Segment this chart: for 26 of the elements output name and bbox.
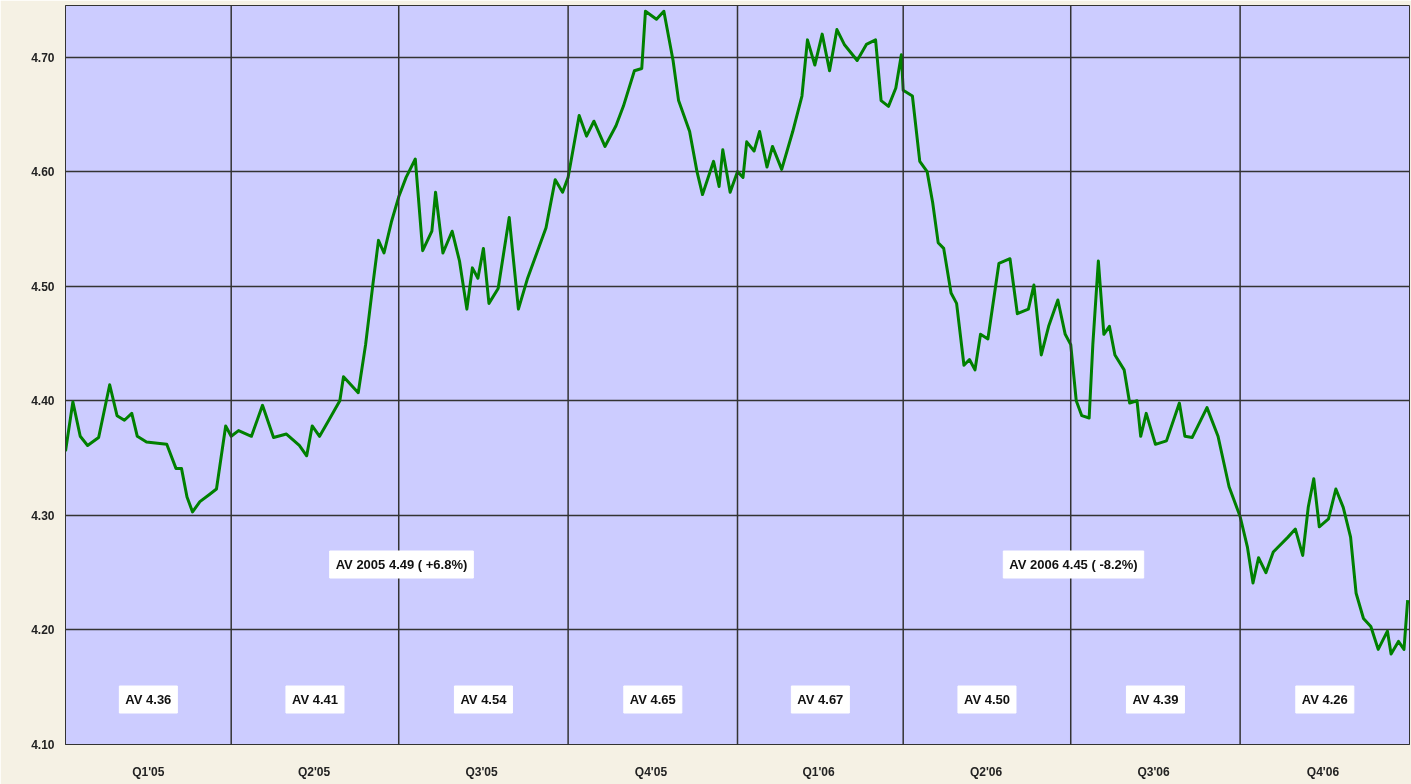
y-tick-label: 4.20 [31,623,55,638]
x-tick-label: Q3'06 [1137,764,1171,779]
annotation: AV 4.67 [797,692,844,707]
x-tick-label: Q4'06 [1306,764,1340,779]
annotation: AV 2005 4.49 ( +6.8%) [335,557,468,572]
x-tick-label: Q4'05 [634,764,668,779]
x-tick-label: Q2'06 [969,764,1003,779]
annotation: AV 4.65 [629,692,676,707]
x-tick-label: Q1'06 [802,764,835,779]
y-tick-label: 4.60 [31,165,55,180]
line-series [65,9,1410,656]
x-tick-label: Q2'05 [297,764,331,779]
annotation: AV 4.54 [460,692,508,707]
annotation: AV 4.26 [1301,692,1348,707]
y-tick-label: 4.70 [31,50,55,65]
annotation: AV 4.50 [963,692,1010,707]
y-tick-label: 4.10 [31,738,55,752]
x-tick-label: Q1'05 [132,764,165,779]
annotation: AV 4.36 [125,692,172,707]
x-tick-label: Q3'05 [465,764,499,779]
y-tick-label: 4.30 [31,508,55,523]
annotation: AV 4.41 [291,692,338,707]
y-tick-label: 4.40 [31,394,55,409]
annotation: AV 2006 4.45 ( -8.2%) [1009,557,1138,572]
y-tick-label: 4.50 [31,279,55,294]
annotation: AV 4.39 [1132,692,1179,707]
